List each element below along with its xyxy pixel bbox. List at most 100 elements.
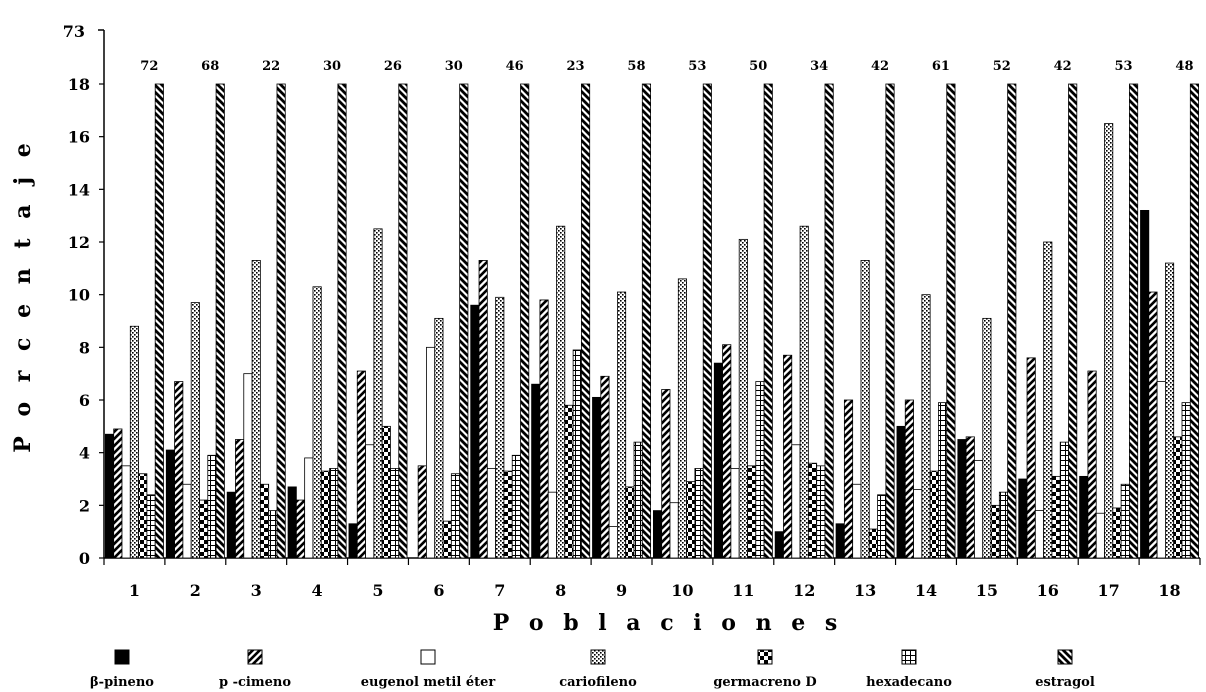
bar-diag-back-11	[763, 83, 773, 559]
bar-checker-7	[503, 470, 513, 559]
bar-checker-10	[686, 481, 696, 559]
legend-label: hexadecano	[866, 675, 952, 690]
bar-grid-8	[572, 349, 582, 559]
bar-dots-12	[799, 225, 809, 559]
bar-white-1	[121, 465, 131, 559]
bar-solid-9	[592, 396, 602, 559]
bar-diag-fwd-2	[174, 381, 184, 559]
legend-label: p -cimeno	[219, 675, 291, 690]
bar-diag-back-1	[154, 83, 164, 559]
bar-diag-fwd-5	[356, 370, 366, 559]
x-tick-label: 13	[854, 581, 876, 600]
y-axis-break-label: 73	[63, 22, 85, 41]
bar-grid-1	[146, 494, 156, 559]
bar-grid-4	[329, 468, 339, 559]
bar-checker-12	[807, 462, 818, 559]
bar-white-12	[791, 444, 801, 559]
bar-diag-back-12	[824, 83, 834, 559]
bar-dots-1	[129, 325, 139, 559]
bar-checker-1	[138, 473, 148, 559]
bar-checker-13	[868, 528, 878, 559]
bar-dots-4	[312, 286, 322, 559]
bar-grid-17	[1120, 483, 1130, 559]
estragol-value-label: 68	[201, 59, 219, 74]
bar-checker-8	[564, 404, 574, 559]
bar-solid-7	[470, 304, 480, 559]
bar-solid-1	[104, 433, 115, 559]
legend-label: germacreno D	[713, 675, 816, 690]
x-axis-title: P o b l a c i o n e s	[493, 610, 844, 636]
legend-swatch	[901, 649, 917, 665]
x-tick-label: 12	[793, 581, 815, 600]
x-tick-label: 15	[976, 581, 998, 600]
bar-dots-10	[677, 278, 687, 559]
legend-swatch	[590, 649, 606, 665]
x-tick-label: 6	[433, 581, 444, 600]
bar-dots-8	[556, 225, 566, 559]
legend-swatch	[757, 649, 773, 665]
estragol-value-label: 53	[688, 59, 706, 74]
y-tick-label: 16	[68, 128, 90, 147]
bar-dots-13	[860, 260, 870, 559]
bar-white-8	[547, 491, 557, 559]
legend-swatch	[1057, 649, 1073, 665]
estragol-value-label: 26	[384, 59, 402, 74]
bar-solid-16	[1018, 478, 1028, 559]
bar-diag-fwd-11	[722, 344, 732, 559]
bar-dots-6	[434, 317, 444, 559]
legend-label: eugenol metil éter	[361, 675, 496, 690]
bar-white-17	[1095, 512, 1105, 559]
bar-white-7	[486, 468, 497, 559]
estragol-value-label: 46	[506, 59, 524, 74]
bar-diag-back-17	[1129, 83, 1139, 559]
estragol-value-label: 52	[993, 59, 1011, 74]
y-tick-label: 10	[68, 286, 90, 305]
estragol-value-label: 48	[1175, 59, 1193, 74]
bar-white-5	[365, 444, 375, 559]
bar-solid-4	[287, 486, 297, 559]
bar-grid-3	[268, 510, 278, 559]
x-tick-label: 14	[915, 581, 937, 600]
bar-solid-13	[835, 523, 845, 559]
bar-white-9	[608, 526, 618, 559]
bar-diag-back-4	[337, 83, 347, 559]
bar-solid-5	[348, 523, 358, 559]
bar-grid-14	[938, 402, 948, 559]
bar-diag-fwd-9	[600, 375, 610, 559]
y-tick-label: 0	[79, 549, 90, 568]
bar-diag-fwd-16	[1026, 357, 1036, 559]
x-tick-label: 8	[555, 581, 566, 600]
estragol-value-label: 30	[323, 59, 341, 74]
bar-checker-16	[1051, 475, 1061, 559]
bar-diag-fwd-7	[478, 260, 488, 559]
bar-grid-16	[1059, 441, 1069, 559]
bar-white-13	[852, 483, 862, 559]
estragol-value-label: 30	[445, 59, 463, 74]
x-tick-label: 11	[732, 581, 754, 600]
estragol-value-label: 22	[262, 59, 280, 74]
y-tick-label: 12	[68, 233, 90, 252]
bar-diag-back-14	[946, 83, 956, 559]
bar-diag-fwd-3	[235, 439, 245, 559]
bar-checker-9	[625, 486, 635, 559]
bar-diag-back-15	[1007, 83, 1017, 559]
bar-diag-back-9	[641, 83, 652, 559]
legend-label: cariofileno	[559, 675, 637, 690]
bar-white-14	[913, 489, 923, 559]
bar-grid-9	[633, 441, 643, 559]
x-tick-label: 9	[616, 581, 627, 600]
bar-diag-back-18	[1189, 83, 1200, 559]
legend-label: estragol	[1035, 675, 1095, 690]
bar-solid-3	[226, 491, 236, 559]
bar-white-2	[182, 483, 192, 559]
bar-diag-fwd-4	[295, 499, 306, 559]
estragol-value-label: 58	[627, 59, 645, 74]
estragol-value-label: 50	[749, 59, 767, 74]
bar-grid-5	[390, 468, 400, 559]
bar-diag-back-16	[1068, 83, 1078, 559]
bar-grid-6	[450, 473, 461, 559]
bar-diag-fwd-8	[539, 299, 549, 559]
bar-white-3	[243, 373, 253, 559]
legend: β-pineno p -cimeno eugenol metil éter cario…	[90, 649, 1095, 690]
bar-checker-11	[747, 465, 757, 559]
